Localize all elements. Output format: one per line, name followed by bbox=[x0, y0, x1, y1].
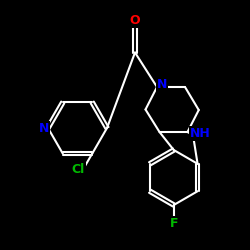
Text: F: F bbox=[170, 217, 178, 230]
Text: NH: NH bbox=[190, 127, 211, 140]
Text: N: N bbox=[39, 122, 50, 134]
Text: O: O bbox=[130, 14, 140, 27]
Text: N: N bbox=[157, 78, 167, 90]
Text: Cl: Cl bbox=[72, 163, 85, 176]
